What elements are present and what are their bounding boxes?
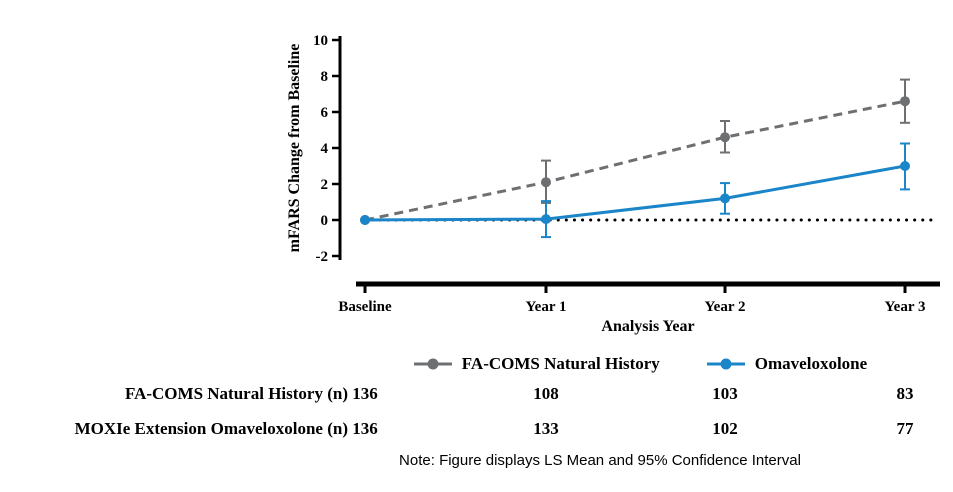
- legend-item-facoms: FA-COMS Natural History: [413, 354, 660, 374]
- svg-text:Baseline: Baseline: [338, 299, 392, 315]
- svg-text:8: 8: [321, 69, 329, 85]
- svg-text:mFARS Change from Baseline: mFARS Change from Baseline: [286, 44, 303, 253]
- svg-text:Analysis Year: Analysis Year: [601, 318, 694, 335]
- legend-label-facoms: FA-COMS Natural History: [461, 354, 660, 373]
- svg-text:4: 4: [321, 141, 329, 157]
- table-cell: 77: [896, 419, 914, 438]
- facoms-series-marker-icon: [413, 358, 452, 370]
- table-cell: 103: [712, 384, 738, 403]
- legend-item-omaveloxolone: Omaveloxolone: [706, 354, 867, 374]
- svg-text:-2: -2: [316, 249, 329, 265]
- row-label-facoms: FA-COMS Natural History (n): [124, 384, 348, 403]
- table-row-moxie-n: MOXIe Extension Omaveloxolone (n) 136 13…: [0, 419, 953, 441]
- table-cell: 102: [712, 419, 738, 438]
- line-chart: 10 8 6 4 2 0 -2 mFARS Change from Baseline Basel…: [286, 33, 940, 335]
- table-cell: 136: [352, 384, 378, 403]
- svg-text:0: 0: [321, 213, 329, 229]
- svg-text:Year 1: Year 1: [526, 299, 567, 315]
- svg-text:2: 2: [321, 177, 329, 193]
- omaveloxolone-series-marker-icon: [706, 358, 745, 370]
- svg-text:Year 2: Year 2: [705, 299, 746, 315]
- svg-text:Year 3: Year 3: [885, 299, 926, 315]
- svg-text:6: 6: [321, 105, 329, 121]
- table-row-facoms-n: FA-COMS Natural History (n) 136 108 103 …: [0, 384, 953, 406]
- table-cell: 108: [533, 384, 559, 403]
- table-cell: 136: [352, 419, 378, 438]
- svg-text:10: 10: [313, 33, 328, 49]
- row-label-moxie: MOXIe Extension Omaveloxolone (n): [74, 419, 348, 438]
- legend: FA-COMS Natural History Omaveloxolone: [340, 351, 940, 377]
- table-cell: 83: [896, 384, 914, 403]
- table-cell: 133: [533, 419, 559, 438]
- legend-label-omaveloxolone: Omaveloxolone: [754, 354, 868, 373]
- figure-note: Note: Figure displays LS Mean and 95% Co…: [399, 452, 801, 469]
